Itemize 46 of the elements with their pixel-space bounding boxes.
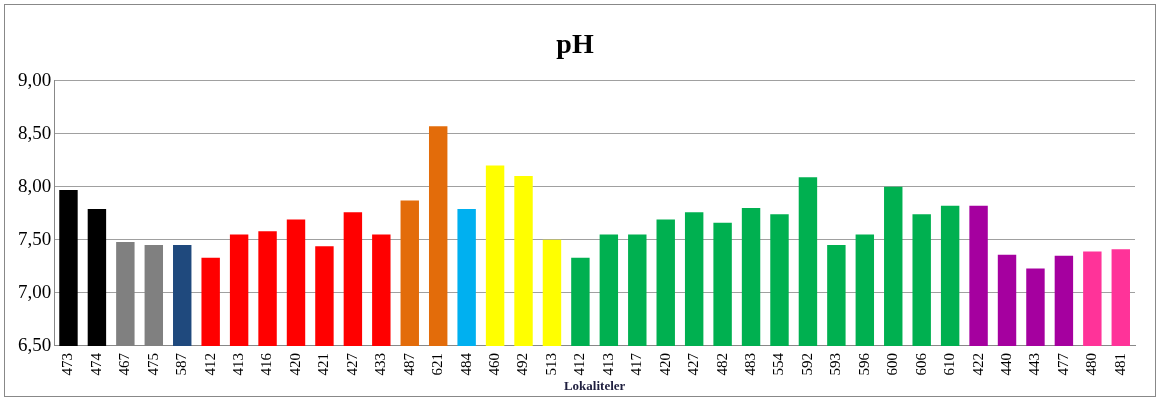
x-tick-label: 420 bbox=[656, 352, 673, 376]
x-tick-label: 460 bbox=[486, 352, 503, 376]
x-tick-label: 482 bbox=[713, 352, 730, 376]
x-tick-label: 473 bbox=[59, 352, 76, 376]
x-tick-label: 592 bbox=[798, 352, 815, 376]
x-tick-label: 412 bbox=[201, 352, 218, 376]
y-tick-label: 8,50 bbox=[18, 121, 52, 143]
x-tick-label: 481 bbox=[1111, 352, 1128, 376]
x-tick-label: 600 bbox=[884, 352, 901, 376]
x-tick-label: 474 bbox=[87, 352, 104, 376]
x-tick-label: 413 bbox=[230, 352, 247, 376]
x-tick-label: 587 bbox=[173, 352, 190, 376]
x-tick-label: 467 bbox=[116, 352, 133, 376]
x-tick-label: 554 bbox=[770, 352, 787, 376]
x-tick-label: 621 bbox=[429, 352, 446, 376]
x-tick-label: 596 bbox=[855, 352, 872, 376]
x-tick-label: 427 bbox=[685, 352, 702, 376]
x-axis-title: Lokaliteler bbox=[563, 377, 626, 393]
x-tick-label: 421 bbox=[315, 352, 332, 376]
x-tick-label: 417 bbox=[628, 352, 645, 376]
x-tick-label: 433 bbox=[372, 352, 389, 376]
x-tick-label: 483 bbox=[741, 352, 758, 376]
x-tick-label: 593 bbox=[827, 352, 844, 376]
x-tick-label: 492 bbox=[514, 352, 531, 376]
x-tick-label: 513 bbox=[542, 352, 559, 376]
x-tick-label: 606 bbox=[912, 352, 929, 376]
x-tick-label: 484 bbox=[457, 352, 474, 376]
y-tick-label: 6,50 bbox=[18, 333, 52, 355]
x-tick-label: 427 bbox=[343, 352, 360, 376]
x-tick-label: 480 bbox=[1083, 352, 1100, 376]
x-tick-label: 477 bbox=[1054, 352, 1071, 376]
x-tick-label: 487 bbox=[400, 352, 417, 376]
x-tick-label: 413 bbox=[599, 352, 616, 376]
x-tick-label: 610 bbox=[941, 352, 958, 376]
x-tick-label: 422 bbox=[969, 352, 986, 376]
y-tick-label: 7,00 bbox=[18, 280, 52, 302]
x-tick-label: 443 bbox=[1026, 352, 1043, 376]
x-tick-label: 416 bbox=[258, 352, 275, 376]
x-tick-label: 475 bbox=[144, 352, 161, 376]
x-tick-label: 440 bbox=[997, 352, 1014, 376]
chart-title: pH bbox=[556, 28, 594, 60]
x-tick-label: 420 bbox=[286, 352, 303, 376]
x-tick-label: 412 bbox=[571, 352, 588, 376]
y-tick-label: 8,00 bbox=[18, 174, 52, 196]
y-tick-label: 7,50 bbox=[18, 227, 52, 249]
y-tick-label: 9,00 bbox=[18, 68, 52, 90]
